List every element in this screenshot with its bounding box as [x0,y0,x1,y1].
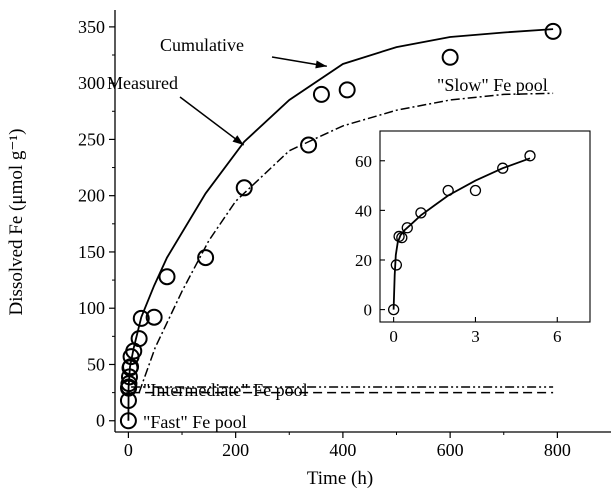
inset-solid-line [392,157,531,310]
main-x-tick-label: 200 [222,440,249,460]
main-measured-point [235,179,253,197]
main-y-tick-label: 0 [96,411,105,431]
main-measured-point [338,81,356,99]
main-measured-point [300,136,318,154]
inset-x-tick-label: 6 [553,327,562,346]
main-y-tick-label: 200 [78,186,105,206]
main-x-tick-label: 0 [124,440,133,460]
main-measured-point [197,249,215,267]
main-y-tick-label: 150 [78,242,105,262]
main-measured-point [312,85,330,103]
main-solid-line [127,28,554,421]
measured-arrow-head [232,135,244,146]
inset-plot: 0 20 40 60 0 3 6 [355,130,591,346]
main-measured-point [132,309,150,327]
inset-frame [379,130,591,323]
inset-measured-point [415,207,427,219]
inset-y-tick-label: 60 [355,152,372,171]
main-measured-point [145,308,163,326]
inset-measured-point [469,184,482,197]
cumulative-arrow-head [315,60,327,69]
main-dash-dot-line [138,92,554,393]
main-measured-point [122,358,140,376]
inset-x-tick-label: 0 [389,327,398,346]
main-y-tick-label: 300 [78,73,105,93]
inset-measured-point [401,222,413,234]
inset-y-tick-label: 0 [364,301,373,320]
main-x-tick-label: 800 [544,440,571,460]
measured-arrow [179,96,245,146]
main-x-tick-label: 400 [329,440,356,460]
fast-pool-annotation: "Fast" Fe pool [143,412,247,432]
inset-y-tick-label: 40 [355,201,372,220]
main-measured-point [158,268,176,286]
inset-measured-point [497,162,509,174]
inset-x-tick-label: 3 [471,327,480,346]
main-y-tick-label: 350 [78,17,105,37]
inset-measured-point [524,150,536,162]
main-y-tick-label: 100 [78,298,105,318]
main-measured-point [441,48,459,66]
inset-y-tick-label: 20 [355,251,372,270]
intermediate-pool-annotation: "Intermediate" Fe pool [143,380,308,400]
y-axis-label: Dissolved Fe (μmol g⁻¹) [6,129,27,316]
main-y-tick-label: 50 [87,354,105,374]
measured-annotation: Measured [107,73,178,93]
main-measured-point [130,330,148,348]
main-measured-point [544,22,562,40]
main-y-tick-label: 250 [78,129,105,149]
cumulative-annotation: Cumulative [160,35,244,55]
main-x-tick-label: 600 [437,440,464,460]
slow-pool-annotation: "Slow" Fe pool [437,75,548,95]
x-axis-label: Time (h) [307,468,373,489]
